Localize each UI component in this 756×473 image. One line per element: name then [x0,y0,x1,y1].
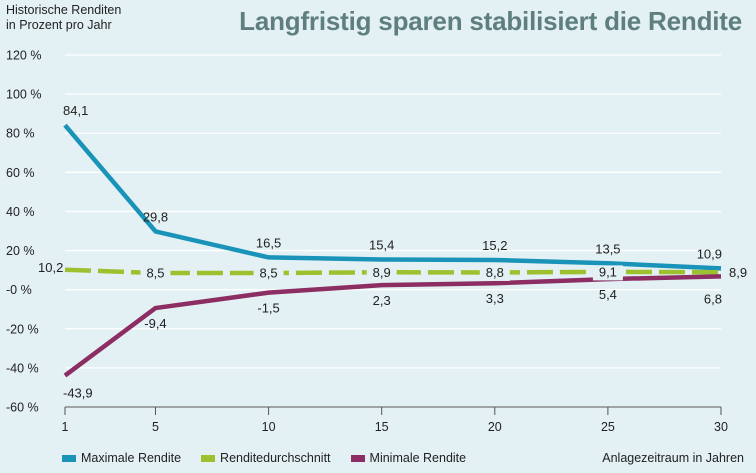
legend-swatch-max [62,454,76,462]
x-tick-label: 5 [152,420,159,434]
series-line-max [63,123,722,271]
legend-swatch-avg [201,454,216,462]
data-label-max: 29,8 [143,209,168,224]
data-label-max: 13,5 [595,241,620,256]
x-tick-label: 25 [601,420,615,434]
data-label-avg: 8,8 [486,265,504,280]
y-tick-label: -40 % [6,361,39,375]
x-tick-label: 15 [375,420,389,434]
data-label-min: -43,9 [63,386,93,401]
legend-item-max: Maximale Rendite [62,451,181,465]
data-label-min: 6,8 [704,291,722,306]
data-label-min: 2,3 [373,293,391,308]
data-label-max: 10,9 [697,246,722,261]
data-label-bg [366,265,397,281]
y-tick-label: -60 % [6,401,39,415]
data-label-bg [140,266,171,282]
legend-label-avg: Renditedurchschnitt [220,451,331,465]
y-tick-label: 100 % [6,88,41,102]
data-label-min: 5,4 [599,287,617,302]
y-tick-label: 20 % [6,244,35,258]
y-tick-label: -0 % [6,283,32,297]
data-label-min: -1,5 [257,301,279,316]
x-tick-label: 30 [714,420,728,434]
y-tick-label: 40 % [6,205,35,219]
y-tick-label: 80 % [6,127,35,141]
legend: Maximale Rendite Renditedurchschnitt Min… [62,451,466,465]
legend-item-avg: Renditedurchschnitt [201,451,331,465]
data-label-avg: 8,9 [373,265,391,280]
y-tick-label: 60 % [6,166,35,180]
data-label-max: 15,4 [369,238,394,253]
legend-label-min: Minimale Rendite [369,451,467,465]
data-label-bg [592,265,623,281]
legend-item-min: Minimale Rendite [350,451,467,465]
data-label-min: 3,3 [486,291,504,306]
data-label-bg [479,265,510,281]
data-label-bg [253,266,284,282]
data-label-avg: 9,1 [599,264,617,279]
x-tick-label: 1 [62,420,69,434]
y-axis-label: Historische Renditen in Prozent pro Jahr [6,3,122,32]
data-label-avg: 8,5 [260,266,278,281]
axes: 120 % 100 % 80 % 60 % 40 % 20 % -0 % -20 % -40 %… [6,49,728,435]
data-label-avg: 10,2 [38,260,63,275]
data-labels: 84,1 29,8 16,5 15,4 15,2 13,5 10,9 10,2 8,5 8,5 8,… [38,103,747,400]
data-label-max: 16,5 [256,235,281,250]
data-label-avg: 8,9 [729,265,747,280]
data-label-max: 15,2 [482,238,507,253]
data-label-avg: 8,5 [146,266,164,281]
x-tick-label: 10 [262,420,276,434]
data-label-max: 84,1 [63,103,88,118]
legend-label-max: Maximale Rendite [81,451,182,465]
y-tick-label: 120 % [6,49,41,63]
legend-swatch-min [350,454,365,462]
data-label-min: -9,4 [144,316,166,331]
y-tick-label: -20 % [6,322,39,336]
chart-title: Langfristig sparen stabilisiert die Rend… [239,6,742,36]
x-axis-label: Anlagezeitraum in Jahren [602,451,744,465]
x-tick-label: 20 [488,420,502,434]
